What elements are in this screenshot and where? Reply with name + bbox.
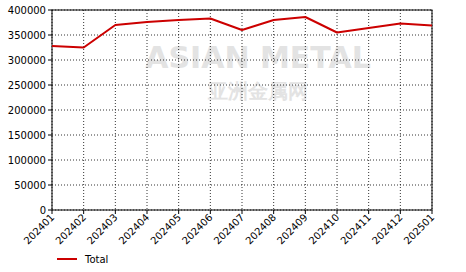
tick (337, 210, 338, 214)
grid-line (52, 135, 432, 136)
x-tick-label: 202401 (22, 212, 57, 247)
tick (48, 185, 52, 186)
tick (83, 210, 84, 214)
y-tick-label: 150000 (8, 130, 46, 141)
line (52, 17, 432, 48)
tick (48, 210, 52, 211)
tick (400, 210, 401, 214)
x-tick-label: 202403 (85, 212, 120, 247)
grid-line (242, 10, 243, 210)
x-tick-label: 202410 (307, 212, 342, 247)
grid-line (305, 10, 306, 210)
tick (48, 135, 52, 136)
tick (368, 210, 369, 214)
grid-line (210, 10, 211, 210)
grid-line (368, 10, 369, 210)
tick (432, 210, 433, 214)
tick (48, 35, 52, 36)
x-tick-label: 202501 (402, 212, 437, 247)
tick (52, 210, 53, 214)
x-tick-label: 202409 (275, 212, 310, 247)
grid-line (273, 10, 274, 210)
grid-line (115, 10, 116, 210)
grid-line (147, 10, 148, 210)
y-tick-label: 100000 (8, 155, 46, 166)
y-tick-label: 300000 (8, 55, 46, 66)
grid-line (337, 10, 338, 210)
grid-line (52, 60, 432, 61)
watermark: 亚洲金属网 (207, 79, 308, 103)
plot-frame (52, 10, 432, 210)
y-tick-label: 250000 (8, 80, 46, 91)
chart: ASIAN METAL亚洲金属网050000100000150000200000… (0, 0, 466, 272)
y-tick-label: 200000 (8, 105, 46, 116)
y-tick-label: 50000 (14, 180, 46, 191)
grid-line (178, 10, 179, 210)
legend-label: Total (84, 254, 108, 265)
x-tick-label: 202412 (370, 212, 405, 247)
tick (48, 10, 52, 11)
grid-line (400, 10, 401, 210)
tick (48, 160, 52, 161)
x-tick-label: 202407 (212, 212, 247, 247)
x-tick-label: 202408 (243, 212, 278, 247)
x-tick-label: 202404 (117, 212, 152, 247)
tick (48, 110, 52, 111)
tick (210, 210, 211, 214)
x-tick-label: 202411 (338, 212, 373, 247)
grid-line (83, 10, 84, 210)
tick (242, 210, 243, 214)
x-tick-label: 202402 (53, 212, 88, 247)
tick (48, 60, 52, 61)
tick (115, 210, 116, 214)
x-tick-label: 202405 (148, 212, 183, 247)
y-tick-label: 400000 (8, 5, 46, 16)
y-tick-label: 350000 (8, 30, 46, 41)
tick (178, 210, 179, 214)
tick (147, 210, 148, 214)
legend-swatch (57, 258, 77, 260)
tick (48, 85, 52, 86)
watermark: ASIAN METAL (145, 40, 371, 75)
plot-area (52, 17, 432, 48)
tick (305, 210, 306, 214)
tick (273, 210, 274, 214)
x-tick-label: 202406 (180, 212, 215, 247)
